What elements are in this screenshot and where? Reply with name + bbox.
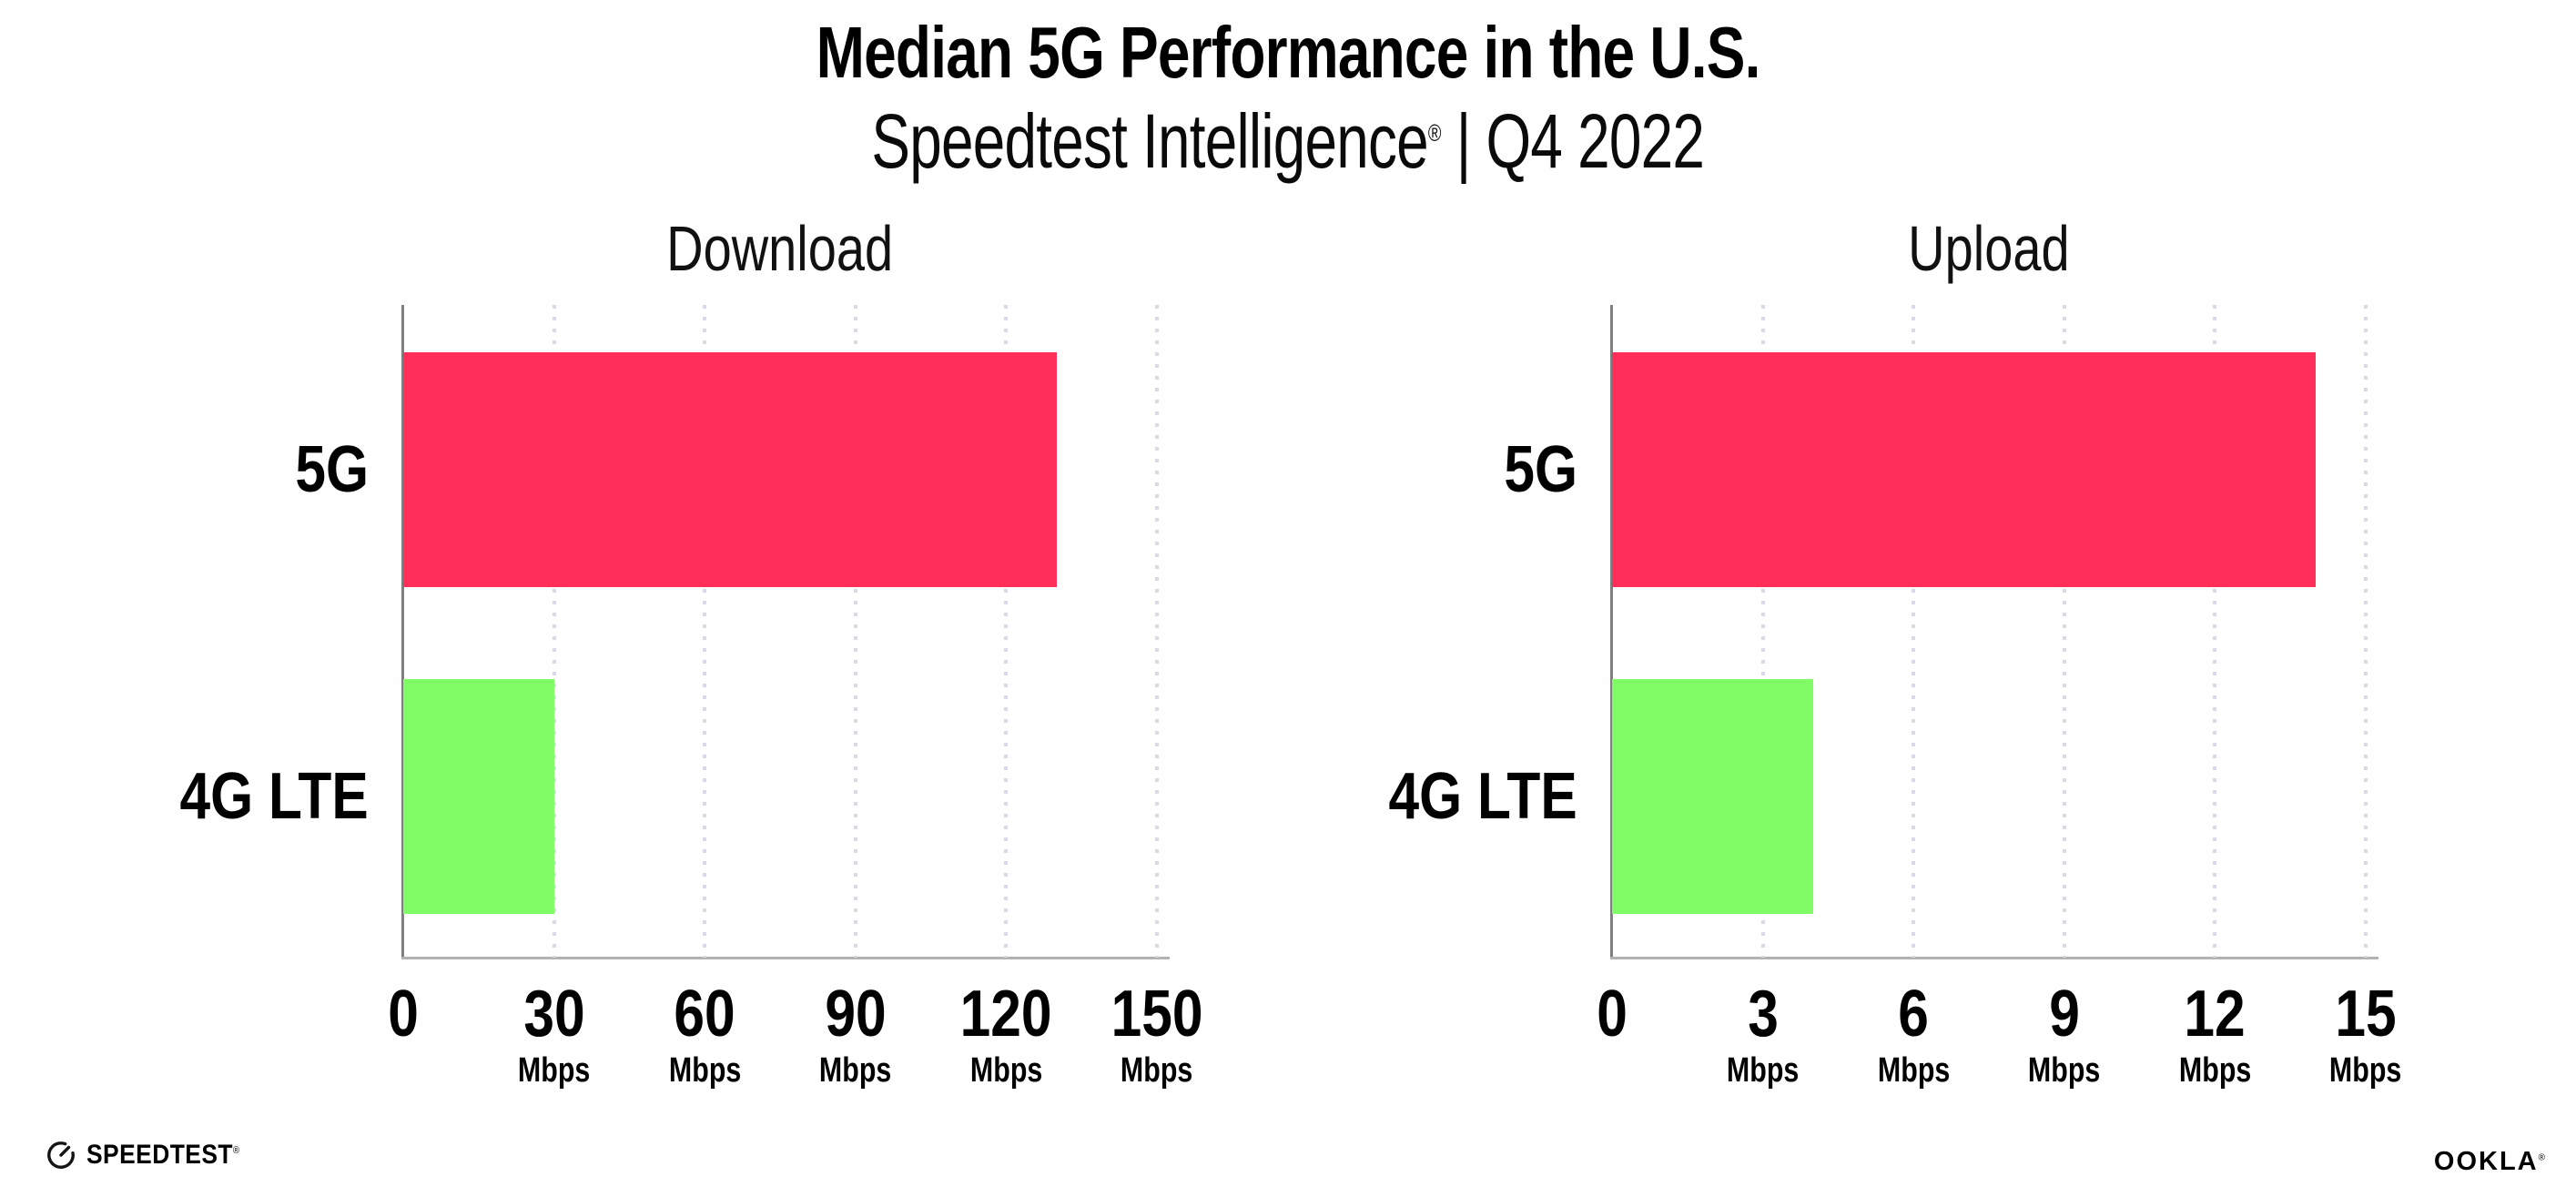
category-label-5g: 5G bbox=[295, 433, 369, 506]
x-tick-value: 6 bbox=[1898, 978, 1929, 1050]
x-tick-unit: Mbps bbox=[969, 1051, 1043, 1090]
x-tick-value: 15 bbox=[2335, 978, 2397, 1050]
x-tick-150: 150 Mbps bbox=[1039, 979, 1275, 1090]
upload-chart: Upload 0 3 Mbps 6 Mbps 9 Mbps 12 Mbps 15 Mbps 5G 4G … bbox=[1389, 213, 2402, 1090]
gridline-9 bbox=[2062, 305, 2066, 958]
x-tick-value: 12 bbox=[2184, 978, 2246, 1050]
x-tick-unit: Mbps bbox=[2028, 1051, 2101, 1090]
x-tick-90: 90 Mbps bbox=[737, 979, 974, 1090]
upload-x-axis-line bbox=[1610, 957, 2378, 959]
upload-y-axis-line bbox=[1610, 305, 1613, 958]
x-tick-unit: Mbps bbox=[1726, 1051, 1800, 1090]
gridline-30 bbox=[552, 305, 556, 958]
subtitle-brand: Speedtest Intelligence bbox=[871, 98, 1429, 184]
gridline-150 bbox=[1155, 305, 1159, 958]
x-tick-unit: Mbps bbox=[2178, 1051, 2252, 1090]
5g-bar bbox=[403, 352, 1057, 587]
category-label-4g-lte: 4G LTE bbox=[179, 760, 369, 833]
gridline-6 bbox=[1912, 305, 1916, 958]
gridline-60 bbox=[703, 305, 707, 958]
4g-lte-bar bbox=[403, 679, 554, 914]
subtitle-period: | Q4 2022 bbox=[1440, 98, 1705, 184]
x-tick-15: 15 Mbps bbox=[2247, 979, 2484, 1090]
x-tick-value: 3 bbox=[1747, 978, 1779, 1050]
x-tick-6: 6 Mbps bbox=[1795, 979, 2032, 1090]
ookla-trademark-icon: ® bbox=[2538, 1152, 2545, 1163]
x-tick-9: 9 Mbps bbox=[1946, 979, 2183, 1090]
x-tick-0: 0 bbox=[1494, 979, 1730, 1049]
x-tick-value: 150 bbox=[1111, 978, 1203, 1050]
page-title-text: Median 5G Performance in the U.S. bbox=[816, 12, 1761, 93]
gridline-90 bbox=[853, 305, 857, 958]
ookla-wordmark: OOKLA bbox=[2433, 1147, 2539, 1176]
download-y-axis-line bbox=[401, 305, 404, 958]
x-tick-30: 30 Mbps bbox=[436, 979, 673, 1090]
x-tick-unit: Mbps bbox=[1877, 1051, 1950, 1090]
x-tick-value: 0 bbox=[388, 978, 419, 1050]
x-tick-value: 0 bbox=[1597, 978, 1628, 1050]
x-tick-value: 60 bbox=[674, 978, 735, 1050]
gridline-120 bbox=[1004, 305, 1009, 958]
4g-lte-bar bbox=[1612, 679, 1813, 914]
x-tick-value: 9 bbox=[2048, 978, 2080, 1050]
x-tick-120: 120 Mbps bbox=[887, 979, 1124, 1090]
download-x-axis-line bbox=[401, 957, 1170, 959]
x-tick-60: 60 Mbps bbox=[586, 979, 823, 1090]
speedtest-gauge-icon bbox=[47, 1141, 75, 1169]
ookla-logo: OOKLA® bbox=[2434, 1147, 2545, 1177]
x-tick-unit: Mbps bbox=[2329, 1051, 2402, 1090]
x-tick-unit: Mbps bbox=[1121, 1051, 1193, 1090]
download-chart: Download 0 30 Mbps 60 Mbps 90 Mbps 120 Mbps 150 Mb… bbox=[180, 213, 1203, 1090]
x-tick-unit: Mbps bbox=[819, 1051, 892, 1090]
gridline-3 bbox=[1760, 305, 1765, 958]
registered-trademark-icon: ® bbox=[1428, 119, 1442, 147]
x-tick-value: 120 bbox=[959, 978, 1052, 1050]
x-tick-3: 3 Mbps bbox=[1645, 979, 1881, 1090]
x-tick-0: 0 bbox=[285, 979, 522, 1049]
page-subtitle: Speedtest Intelligence® | Q4 2022 bbox=[0, 89, 2576, 185]
speedtest-wordmark: SPEEDTEST® bbox=[86, 1140, 240, 1170]
x-tick-12: 12 Mbps bbox=[2096, 979, 2333, 1090]
gridline-12 bbox=[2213, 305, 2217, 958]
x-tick-unit: Mbps bbox=[517, 1051, 591, 1090]
x-tick-unit: Mbps bbox=[668, 1051, 741, 1090]
gridline-15 bbox=[2364, 305, 2368, 958]
download-chart-title: Download bbox=[666, 213, 894, 284]
category-label-4g-lte: 4G LTE bbox=[1388, 760, 1577, 833]
speedtest-trademark-icon: ® bbox=[232, 1145, 240, 1156]
category-label-5g: 5G bbox=[1504, 433, 1577, 506]
x-tick-value: 30 bbox=[522, 978, 585, 1050]
5g-bar bbox=[1612, 352, 2316, 587]
page-title: Median 5G Performance in the U.S. bbox=[0, 11, 2576, 95]
upload-chart-title: Upload bbox=[1908, 213, 2070, 284]
speedtest-logo: SPEEDTEST® bbox=[46, 1140, 260, 1171]
x-tick-value: 90 bbox=[825, 978, 887, 1050]
